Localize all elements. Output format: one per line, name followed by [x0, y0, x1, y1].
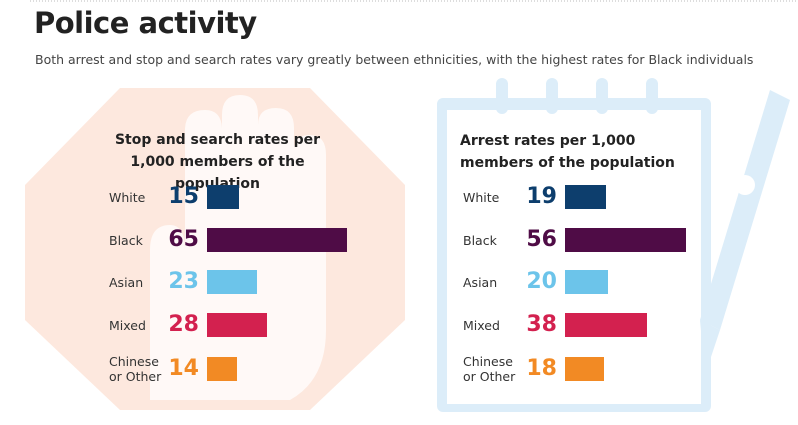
category-label: White	[109, 189, 146, 205]
category-label: Chinese or Other	[109, 354, 162, 384]
value-label: 14	[168, 356, 199, 381]
value-label: 18	[526, 356, 557, 381]
bar	[565, 228, 686, 252]
bar	[565, 185, 606, 209]
bar	[207, 185, 240, 209]
value-label: 15	[168, 184, 199, 209]
bar	[207, 357, 238, 381]
value-label: 28	[168, 312, 199, 337]
bar	[565, 357, 604, 381]
value-label: 56	[526, 227, 557, 252]
page-subtitle: Both arrest and stop and search rates va…	[35, 52, 754, 67]
value-label: 19	[526, 184, 557, 209]
chart-title: Arrest rates per 1,000 members of the po…	[460, 133, 675, 171]
category-label: Mixed	[109, 317, 146, 333]
bar	[207, 313, 268, 337]
value-label: 20	[526, 269, 557, 294]
category-label: Mixed	[463, 317, 500, 333]
value-label: 65	[168, 227, 199, 252]
value-label: 38	[526, 312, 557, 337]
category-label: Asian	[463, 274, 498, 290]
bar	[565, 313, 647, 337]
category-label: White	[463, 189, 500, 205]
category-label: Asian	[109, 274, 144, 290]
bar	[207, 270, 257, 294]
category-label: Black	[463, 232, 497, 248]
category-label: Black	[109, 232, 143, 248]
bar	[207, 228, 348, 252]
page-title: Police activity	[34, 6, 257, 40]
bar	[565, 270, 609, 294]
value-label: 23	[168, 269, 199, 294]
category-label: Chinese or Other	[463, 354, 516, 384]
